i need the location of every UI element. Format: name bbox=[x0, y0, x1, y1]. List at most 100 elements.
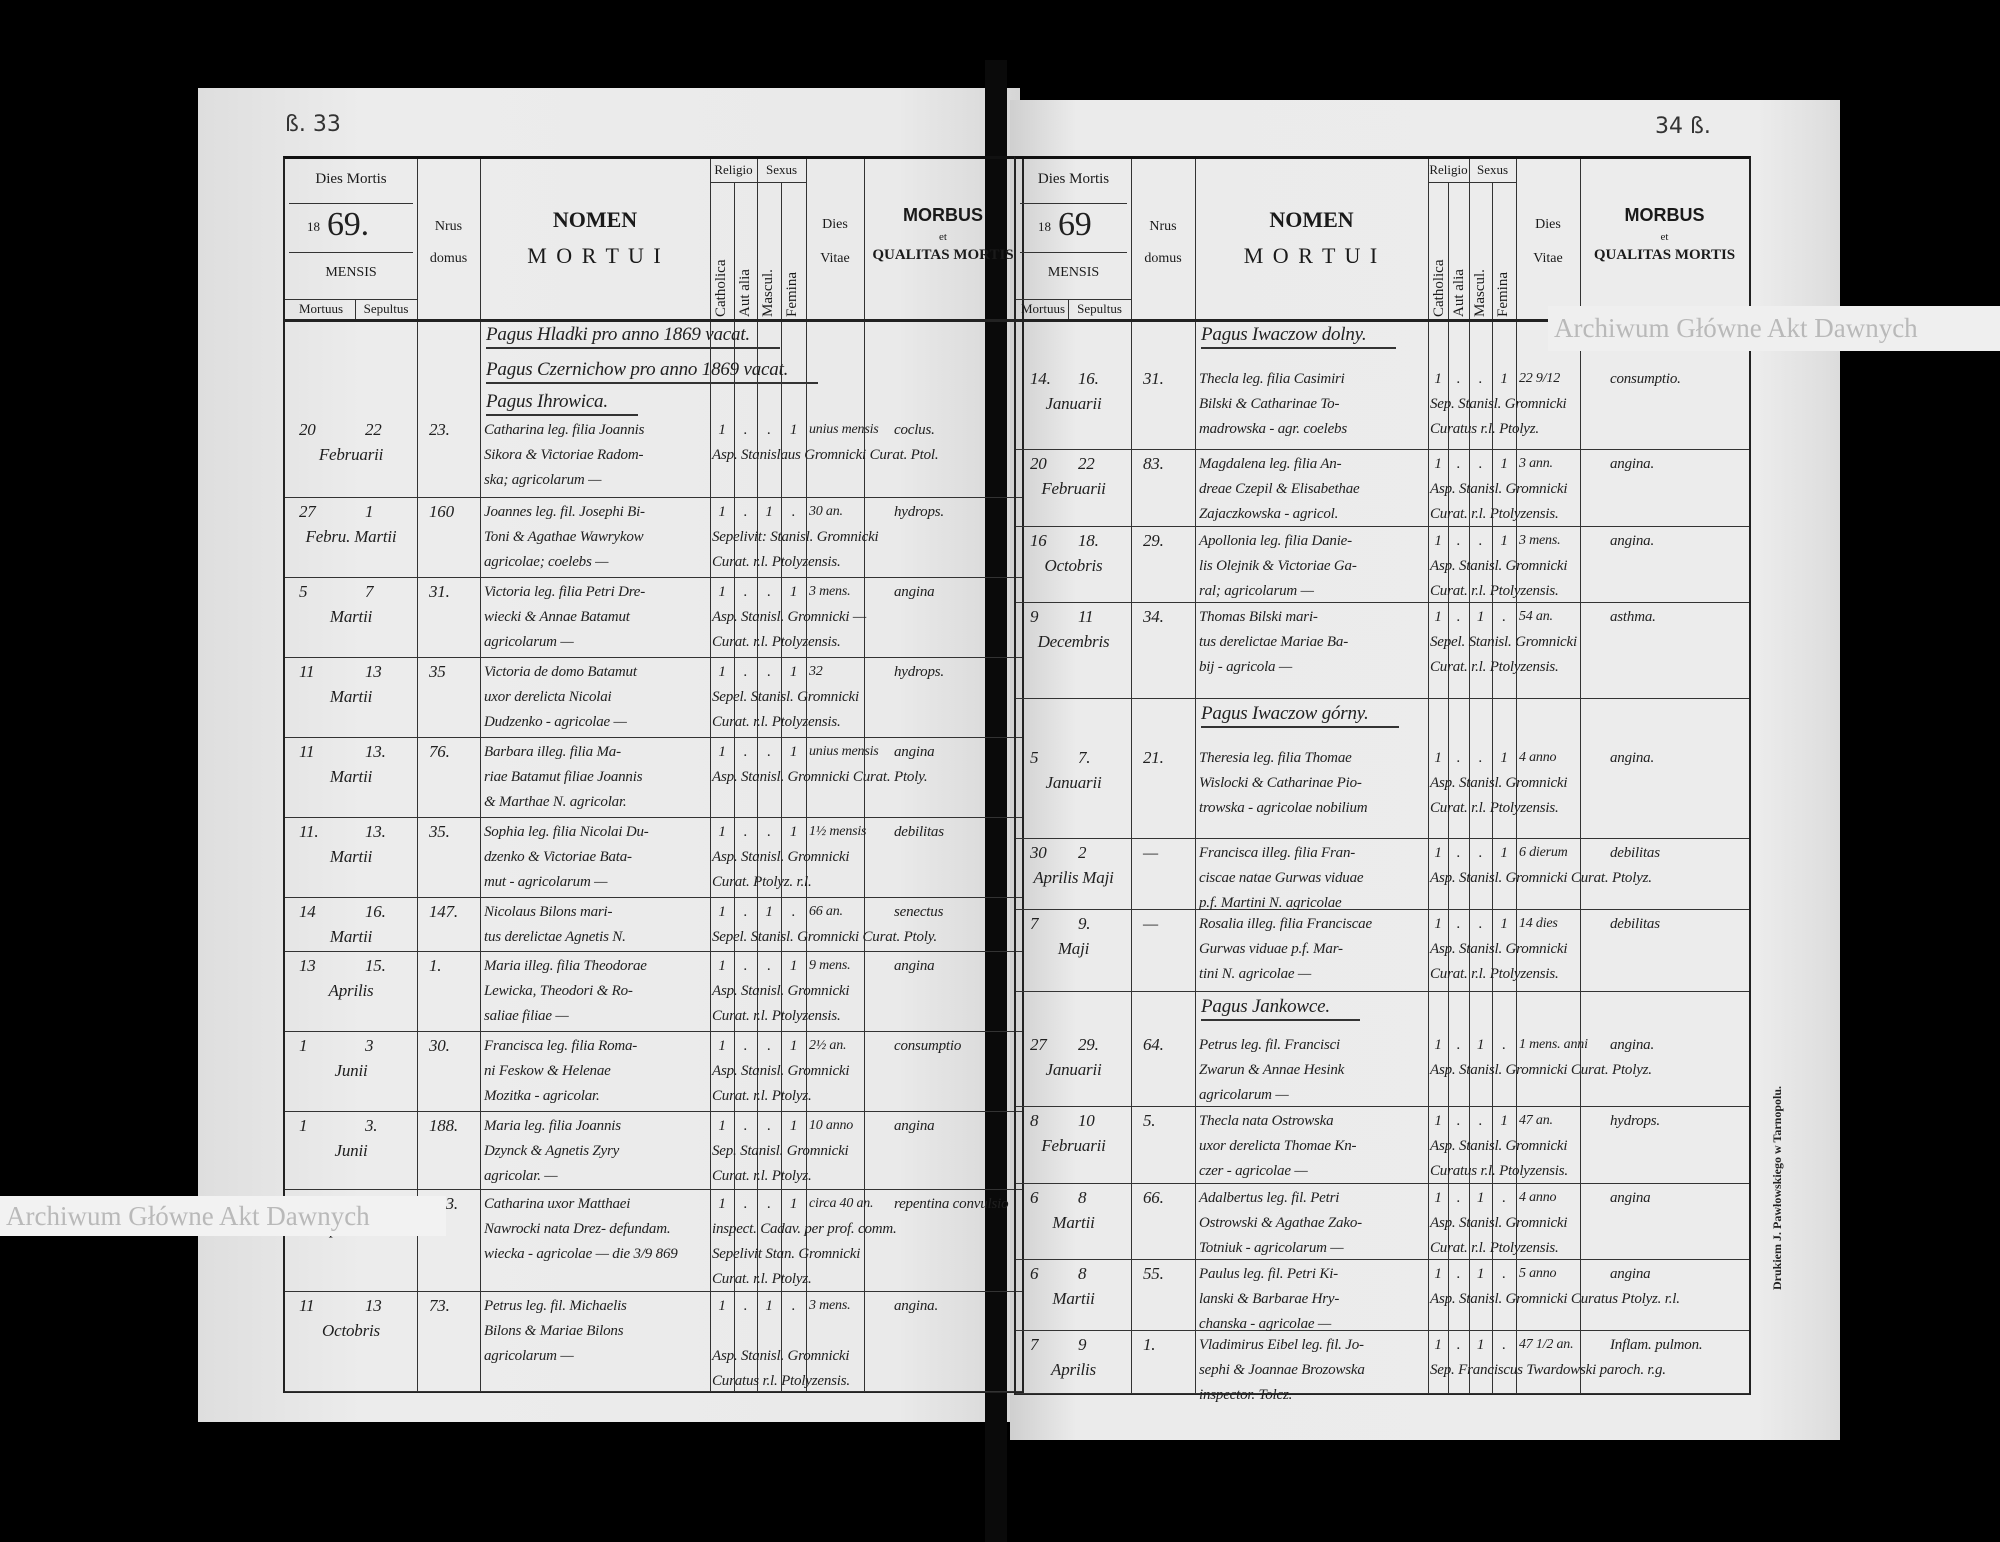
mark-catholica: 1 bbox=[1434, 1113, 1442, 1129]
house-number: 76. bbox=[429, 742, 450, 761]
register-entry-row: 11 13. Martii 76. Barbara illeg. filia Ma-ri… bbox=[285, 737, 1022, 818]
header-rule bbox=[1016, 299, 1131, 300]
house-number: 30. bbox=[429, 1036, 450, 1055]
age-at-death: 10 anno bbox=[809, 1118, 854, 1133]
mark-catholica: 1 bbox=[718, 958, 726, 974]
mark-aut-alia: . bbox=[1456, 1337, 1461, 1353]
month: Februarii bbox=[1041, 479, 1106, 498]
mark-aut-alia: . bbox=[1456, 533, 1461, 549]
section-row: Pagus Czernichow pro anno 1869 vacat. bbox=[285, 354, 1022, 386]
cause-of-death: consumptio. bbox=[1610, 371, 1681, 387]
date-of-death: 6 bbox=[1030, 1188, 1039, 1207]
mark-mascul: 1 bbox=[765, 904, 773, 920]
burial-officiant-line: Curat. r.l. Ptolyzensis. bbox=[1430, 800, 1559, 816]
column-rule bbox=[1448, 182, 1449, 1393]
row-rule bbox=[285, 1291, 1022, 1292]
page-number-right: 34 ß. bbox=[1655, 114, 1711, 139]
name-line: Apollonia leg. filia Danie- bbox=[1199, 533, 1352, 549]
burial-officiant-line: Sepel. Stanisl. Gromnicki bbox=[712, 689, 859, 705]
header-dies-mortis: Dies Mortis bbox=[315, 171, 387, 187]
date-of-burial: 10 bbox=[1078, 1111, 1095, 1130]
mark-femina: 1 bbox=[1500, 371, 1508, 387]
header-femina: Femina bbox=[784, 272, 800, 317]
mark-femina: 1 bbox=[789, 824, 798, 840]
name-line: inspector. Tolcz. bbox=[1199, 1387, 1293, 1403]
register-entry-row: 14 16. Martii 147. Nicolaus Bilons mari-tus … bbox=[285, 897, 1022, 952]
column-rule bbox=[1580, 159, 1581, 1393]
header-sexus: Sexus bbox=[1476, 162, 1509, 177]
age-at-death: 47 an. bbox=[1519, 1113, 1553, 1128]
mark-catholica: 1 bbox=[1434, 1266, 1442, 1282]
house-number: 35. bbox=[429, 822, 450, 841]
name-line: Wislocki & Catharinae Pio- bbox=[1199, 775, 1362, 791]
burial-officiant-line: Asp. Stanisl. Gromnicki bbox=[1430, 481, 1568, 497]
month: Maji bbox=[1057, 939, 1090, 958]
header-mascul: Mascul. bbox=[760, 269, 776, 317]
header-mascul: Mascul. bbox=[1472, 269, 1488, 317]
date-of-burial: 15. bbox=[365, 956, 386, 975]
header-domus: domus bbox=[429, 251, 468, 266]
date-of-death: 8 bbox=[1030, 1111, 1039, 1130]
mark-aut-alia: . bbox=[743, 958, 748, 974]
mark-aut-alia: . bbox=[743, 1118, 748, 1134]
age-at-death: 14 dies bbox=[1519, 916, 1558, 931]
burial-officiant-line: Curatus r.l. Ptolyz. bbox=[1430, 421, 1539, 437]
mark-catholica: 1 bbox=[1434, 533, 1442, 549]
watermark-left: Archiwum Główne Akt Dawnych bbox=[0, 1196, 446, 1236]
header-sepultus: Sepultus bbox=[1077, 301, 1122, 316]
column-rule bbox=[734, 182, 735, 1391]
mark-aut-alia: . bbox=[743, 904, 748, 920]
mark-catholica: 1 bbox=[1434, 1337, 1442, 1353]
mark-aut-alia: . bbox=[1456, 845, 1461, 861]
name-line: Thecla nata Ostrowska bbox=[1199, 1113, 1334, 1129]
row-rule bbox=[285, 1189, 1022, 1190]
mark-femina: 1 bbox=[789, 744, 798, 760]
name-line: dreae Czepil & Elisabethae bbox=[1199, 481, 1360, 497]
mark-catholica: 1 bbox=[718, 1196, 726, 1212]
name-line: sephi & Joannae Brozowska bbox=[1199, 1362, 1365, 1378]
burial-officiant-line: Asp. Stanisl. Gromnicki — bbox=[712, 609, 867, 625]
burial-officiant-line: Asp. Stanisl. Gromnicki Curat. Ptoly. bbox=[712, 769, 928, 785]
house-number: 29. bbox=[1143, 531, 1164, 550]
date-of-burial: 13 bbox=[365, 662, 382, 681]
mark-aut-alia: . bbox=[743, 584, 748, 600]
name-line: riae Batamut filiae Joannis bbox=[484, 769, 643, 785]
column-rule bbox=[864, 159, 865, 1391]
name-line: agricolarum — bbox=[1199, 1087, 1289, 1103]
mark-catholica: 1 bbox=[1434, 750, 1442, 766]
header-nrus: Nrus bbox=[1149, 219, 1177, 234]
header-catholica: Catholica bbox=[1431, 259, 1447, 317]
mark-mascul: 1 bbox=[1476, 1337, 1485, 1353]
date-of-burial: 7. bbox=[1078, 748, 1091, 767]
burial-officiant-line: Curat. r.l. Ptolyzensis. bbox=[1430, 583, 1559, 599]
register-entry-row: 14. 16. Januarii 31. Thecla leg. filia Casim… bbox=[1016, 364, 1749, 450]
mark-aut-alia: . bbox=[743, 664, 748, 680]
burial-officiant-line: Curat. r.l. Ptolyzensis. bbox=[712, 554, 841, 570]
header-qualitas-mortis: QUALITAS MORTIS bbox=[1593, 247, 1736, 263]
burial-officiant-line: Curatus r.l. Ptolyzensis. bbox=[712, 1373, 850, 1389]
name-line: Francisca leg. filia Roma- bbox=[484, 1038, 638, 1054]
month: Januarii bbox=[1045, 773, 1102, 792]
mark-catholica: 1 bbox=[1434, 456, 1442, 472]
header-year-prefix: 18 bbox=[307, 219, 320, 234]
register-entry-row: 9 11 Decembris 34. Thomas Bilski mari-tus de… bbox=[1016, 602, 1749, 699]
burial-officiant-line: Curat. r.l. Ptolyz. bbox=[712, 1271, 812, 1287]
name-line: uxor derelicta Nicolai bbox=[484, 689, 612, 705]
name-line: p.f. Martini N. agricolae bbox=[1199, 895, 1342, 911]
age-at-death: 2½ an. bbox=[809, 1038, 847, 1053]
mark-femina: 1 bbox=[789, 1196, 798, 1212]
burial-officiant-line: Asp. Stanisl. Gromnicki bbox=[712, 849, 850, 865]
month: Aprilis Maji bbox=[1033, 868, 1114, 887]
month: Octobris bbox=[1044, 556, 1103, 575]
cause-of-death: debilitas bbox=[1610, 916, 1660, 932]
date-of-death: 7 bbox=[1030, 1335, 1039, 1354]
parish-heading: Pagus Ihrowica. bbox=[486, 390, 638, 416]
name-line: Zajaczkowska - agricol. bbox=[1199, 506, 1339, 522]
printer-imprint: Drukiem J. Pawłowskiego w Tarnopolu. bbox=[1770, 1085, 1784, 1290]
name-line: Sophia leg. filia Nicolai Du- bbox=[484, 824, 649, 840]
age-at-death: 9 mens. bbox=[809, 958, 851, 973]
mark-femina: . bbox=[1502, 1037, 1506, 1053]
header-rule bbox=[289, 252, 413, 253]
header-mortui: M O R T U I bbox=[527, 243, 663, 268]
header-nomen: NOMEN bbox=[1269, 207, 1354, 232]
